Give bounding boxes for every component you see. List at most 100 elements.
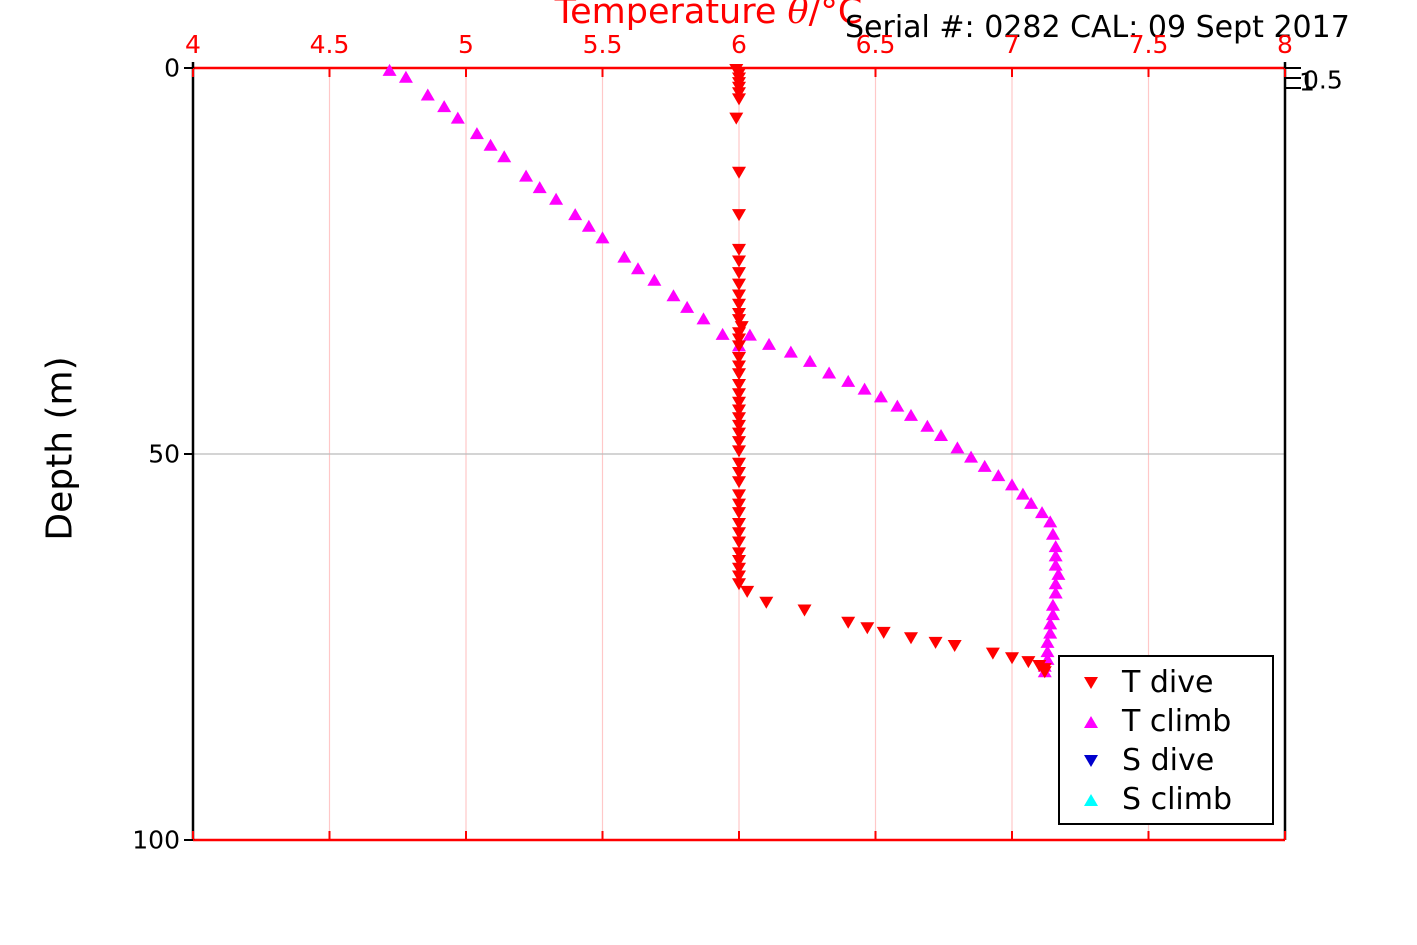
data-point-marker bbox=[1043, 617, 1058, 630]
data-point-marker bbox=[715, 327, 730, 340]
data-point-marker bbox=[1048, 586, 1063, 599]
data-point-marker bbox=[732, 243, 746, 256]
data-point-marker bbox=[732, 327, 746, 340]
data-point-marker bbox=[497, 150, 512, 163]
data-point-marker bbox=[732, 340, 746, 353]
data-point-marker bbox=[732, 209, 746, 222]
data-point-marker bbox=[1024, 496, 1039, 509]
serial-cal-annotation: Serial #: 0282 CAL: 09 Sept 2017 bbox=[845, 10, 1350, 45]
legend-entry-t-climb[interactable]: T climb bbox=[1060, 702, 1272, 741]
data-point-marker bbox=[696, 312, 711, 325]
data-point-marker bbox=[732, 379, 746, 392]
data-point-marker bbox=[732, 333, 746, 346]
data-point-marker bbox=[1035, 506, 1050, 519]
data-point-marker bbox=[732, 467, 746, 480]
data-point-marker bbox=[732, 547, 746, 560]
data-point-marker bbox=[732, 278, 746, 291]
data-point-marker bbox=[928, 636, 943, 649]
data-point-marker bbox=[630, 262, 645, 275]
x-tick-label: 4.5 bbox=[309, 30, 350, 59]
legend-entry-s-dive[interactable]: S dive bbox=[1060, 741, 1272, 780]
data-point-marker bbox=[732, 93, 746, 106]
salinity-tick-label: 1 bbox=[1299, 67, 1315, 97]
data-point-marker bbox=[1045, 598, 1060, 611]
data-point-marker bbox=[568, 208, 583, 221]
series-t-dive bbox=[729, 64, 1052, 679]
data-point-marker bbox=[903, 408, 918, 421]
x-tick-label: 4 bbox=[185, 30, 201, 59]
legend-entry-s-climb[interactable]: S climb bbox=[1060, 780, 1272, 819]
data-point-marker bbox=[732, 267, 746, 280]
x-tick-label: 5.5 bbox=[582, 30, 623, 59]
data-point-marker bbox=[732, 536, 746, 549]
data-point-marker bbox=[732, 314, 746, 327]
data-point-marker bbox=[732, 562, 746, 575]
data-point-marker bbox=[595, 231, 610, 244]
chart-legend: T dive T climb S dive S climb bbox=[1058, 655, 1274, 825]
data-point-marker bbox=[647, 273, 662, 286]
data-point-marker bbox=[617, 250, 632, 263]
data-point-marker bbox=[732, 298, 746, 311]
data-point-marker bbox=[964, 450, 979, 463]
x-tick-label: 5 bbox=[458, 30, 474, 59]
data-point-marker bbox=[977, 459, 992, 472]
data-point-marker bbox=[762, 337, 777, 350]
data-point-marker bbox=[920, 419, 935, 432]
data-point-marker bbox=[732, 555, 746, 568]
legend-marker-t-climb-icon bbox=[1060, 715, 1122, 728]
legend-label: T climb bbox=[1122, 703, 1232, 739]
data-point-marker bbox=[483, 138, 498, 151]
legend-label: S dive bbox=[1122, 742, 1215, 778]
chart-title-prefix: Temperature bbox=[554, 0, 788, 32]
legend-label: T dive bbox=[1122, 664, 1214, 700]
data-point-marker bbox=[950, 441, 965, 454]
data-point-marker bbox=[857, 382, 872, 395]
data-point-marker bbox=[1048, 558, 1063, 571]
data-point-marker bbox=[802, 354, 817, 367]
data-point-marker bbox=[732, 404, 746, 417]
data-point-marker bbox=[732, 255, 746, 268]
data-point-marker bbox=[1021, 656, 1036, 669]
data-point-marker bbox=[519, 169, 534, 182]
data-point-marker bbox=[903, 632, 918, 645]
x-tick-label: 7 bbox=[1004, 30, 1020, 59]
data-point-marker bbox=[1040, 645, 1055, 658]
data-point-marker bbox=[1048, 549, 1063, 562]
data-point-marker bbox=[783, 345, 798, 358]
data-point-marker bbox=[797, 604, 812, 617]
x-tick-label: 7.5 bbox=[1128, 30, 1169, 59]
data-point-marker bbox=[680, 300, 695, 313]
data-point-marker bbox=[666, 289, 681, 302]
data-point-marker bbox=[398, 70, 413, 83]
legend-entry-t-dive[interactable]: T dive bbox=[1060, 663, 1272, 702]
data-point-marker bbox=[732, 166, 746, 179]
data-point-marker bbox=[732, 527, 746, 540]
data-point-marker bbox=[841, 616, 856, 629]
data-point-marker bbox=[732, 498, 746, 511]
data-point-marker bbox=[729, 112, 744, 125]
data-point-marker bbox=[876, 626, 891, 639]
data-point-marker bbox=[581, 219, 596, 232]
data-point-marker bbox=[742, 328, 757, 341]
data-point-marker bbox=[732, 517, 746, 530]
data-point-marker bbox=[732, 507, 746, 520]
x-tick-label: 8 bbox=[1277, 30, 1293, 59]
data-point-marker bbox=[890, 399, 905, 412]
data-point-marker bbox=[732, 87, 746, 100]
data-point-marker bbox=[759, 596, 774, 609]
data-point-marker bbox=[450, 111, 465, 124]
data-point-marker bbox=[732, 445, 746, 458]
legend-label: S climb bbox=[1122, 781, 1233, 817]
data-point-marker bbox=[549, 192, 564, 205]
data-point-marker bbox=[732, 489, 746, 502]
data-point-marker bbox=[1051, 567, 1066, 580]
data-point-marker bbox=[732, 368, 746, 381]
data-point-marker bbox=[947, 639, 962, 652]
data-point-marker bbox=[732, 436, 746, 449]
data-point-marker bbox=[732, 360, 746, 373]
data-point-marker bbox=[732, 289, 746, 302]
data-point-marker bbox=[740, 585, 755, 598]
salinity-tick-label: 0.5 bbox=[1303, 65, 1343, 95]
data-point-marker bbox=[1015, 487, 1030, 500]
